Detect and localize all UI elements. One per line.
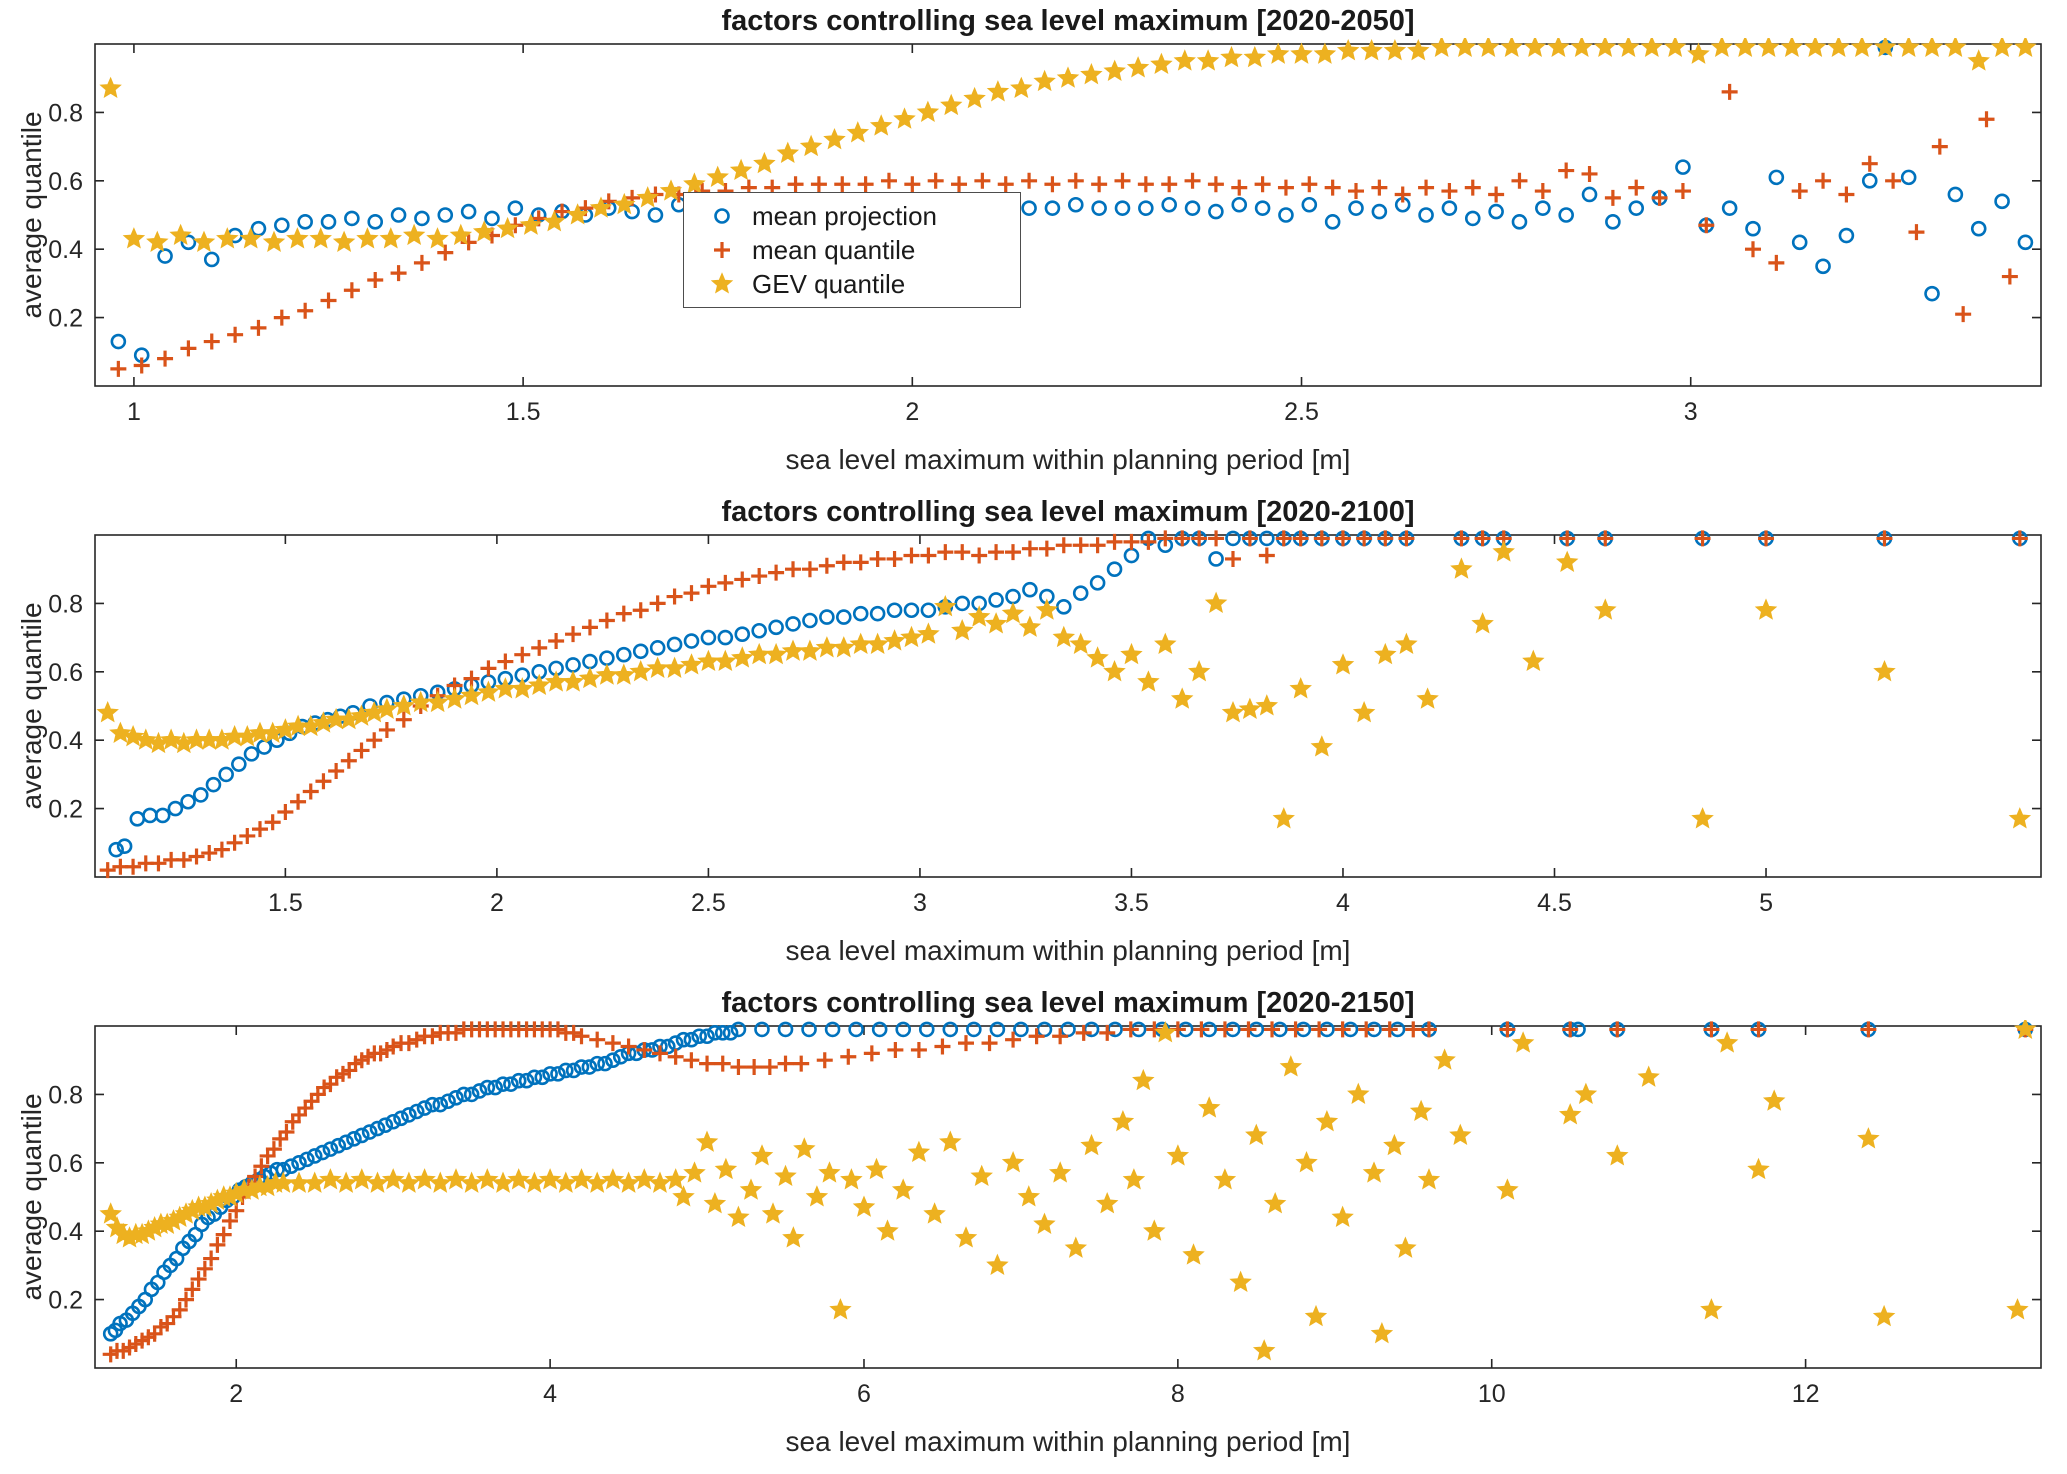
svg-text:3: 3	[1684, 398, 1698, 426]
subplot-2-ylabel: average quantile	[16, 602, 47, 810]
subplot-1: factors controlling sea level maximum [2…	[0, 0, 2067, 491]
subplot-1-ylabel: average quantile	[16, 111, 47, 319]
svg-text:0.6: 0.6	[48, 1150, 83, 1178]
svg-text:0.4: 0.4	[48, 1218, 83, 1246]
svg-text:2: 2	[905, 398, 919, 426]
svg-text:4: 4	[1336, 889, 1350, 917]
subplot-1-plot: 1 1.5 2 2.5 3 0.2 0.4 0.6 0.8	[48, 38, 2042, 426]
svg-text:8: 8	[1171, 1380, 1185, 1408]
subplot-2-plot: 1.5 2 2.5 3 3.5 4 4.5 5 0.2 0.4 0.6 0.8	[48, 530, 2042, 917]
subplot-1-title: factors controlling sea level maximum [2…	[721, 5, 1415, 37]
subplot-3-ylabel: average quantile	[16, 1093, 47, 1301]
legend-item-gev-quantile: GEV quantile	[694, 267, 1020, 301]
svg-text:2: 2	[490, 889, 504, 917]
svg-text:4.5: 4.5	[1537, 889, 1572, 917]
svg-text:0.2: 0.2	[48, 796, 83, 824]
svg-text:0.8: 0.8	[48, 99, 83, 127]
legend-label-mean-quantile: mean quantile	[752, 234, 916, 265]
subplot-3-title: factors controlling sea level maximum [2…	[721, 987, 1415, 1019]
svg-text:3: 3	[913, 889, 927, 917]
legend-marker-circle-icon	[714, 208, 730, 224]
svg-text:4: 4	[543, 1380, 557, 1408]
svg-text:0.4: 0.4	[48, 236, 83, 264]
svg-text:3.5: 3.5	[1114, 889, 1149, 917]
svg-text:2.5: 2.5	[691, 889, 726, 917]
svg-text:0.2: 0.2	[48, 1287, 83, 1315]
svg-text:0.8: 0.8	[48, 590, 83, 618]
subplot-2-xlabel: sea level maximum within planning period…	[785, 935, 1351, 966]
svg-text:1.5: 1.5	[506, 398, 541, 426]
svg-text:2.5: 2.5	[1284, 398, 1319, 426]
svg-text:5: 5	[1759, 889, 1773, 917]
legend-label-gev-quantile: GEV quantile	[752, 268, 906, 299]
svg-text:0.6: 0.6	[48, 659, 83, 687]
legend-label-mean-projection: mean projection	[752, 200, 937, 231]
svg-text:12: 12	[1792, 1380, 1820, 1408]
legend: mean projection mean quantile GEV quanti…	[683, 192, 1021, 308]
subplot-1-xlabel: sea level maximum within planning period…	[785, 444, 1351, 475]
legend-item-mean-projection: mean projection	[694, 199, 1020, 233]
svg-text:1.5: 1.5	[268, 889, 303, 917]
subplot-2: factors controlling sea level maximum [2…	[0, 491, 2067, 982]
svg-text:1: 1	[127, 398, 141, 426]
svg-text:0.6: 0.6	[48, 168, 83, 196]
legend-marker-plus-icon	[714, 242, 730, 258]
subplot-3-plot: 2 4 6 8 10 12 0.2 0.4 0.6 0.8	[48, 1020, 2042, 1408]
svg-text:0.8: 0.8	[48, 1081, 83, 1109]
legend-marker-star-icon	[710, 272, 734, 294]
svg-text:2: 2	[229, 1380, 243, 1408]
svg-text:0.4: 0.4	[48, 727, 83, 755]
subplot-2-title: factors controlling sea level maximum [2…	[721, 496, 1415, 528]
legend-item-mean-quantile: mean quantile	[694, 233, 1020, 267]
subplot-3-xlabel: sea level maximum within planning period…	[785, 1426, 1351, 1457]
subplot-3: factors controlling sea level maximum [2…	[0, 982, 2067, 1473]
svg-text:6: 6	[857, 1380, 871, 1408]
svg-text:10: 10	[1478, 1380, 1506, 1408]
svg-text:0.2: 0.2	[48, 305, 83, 333]
